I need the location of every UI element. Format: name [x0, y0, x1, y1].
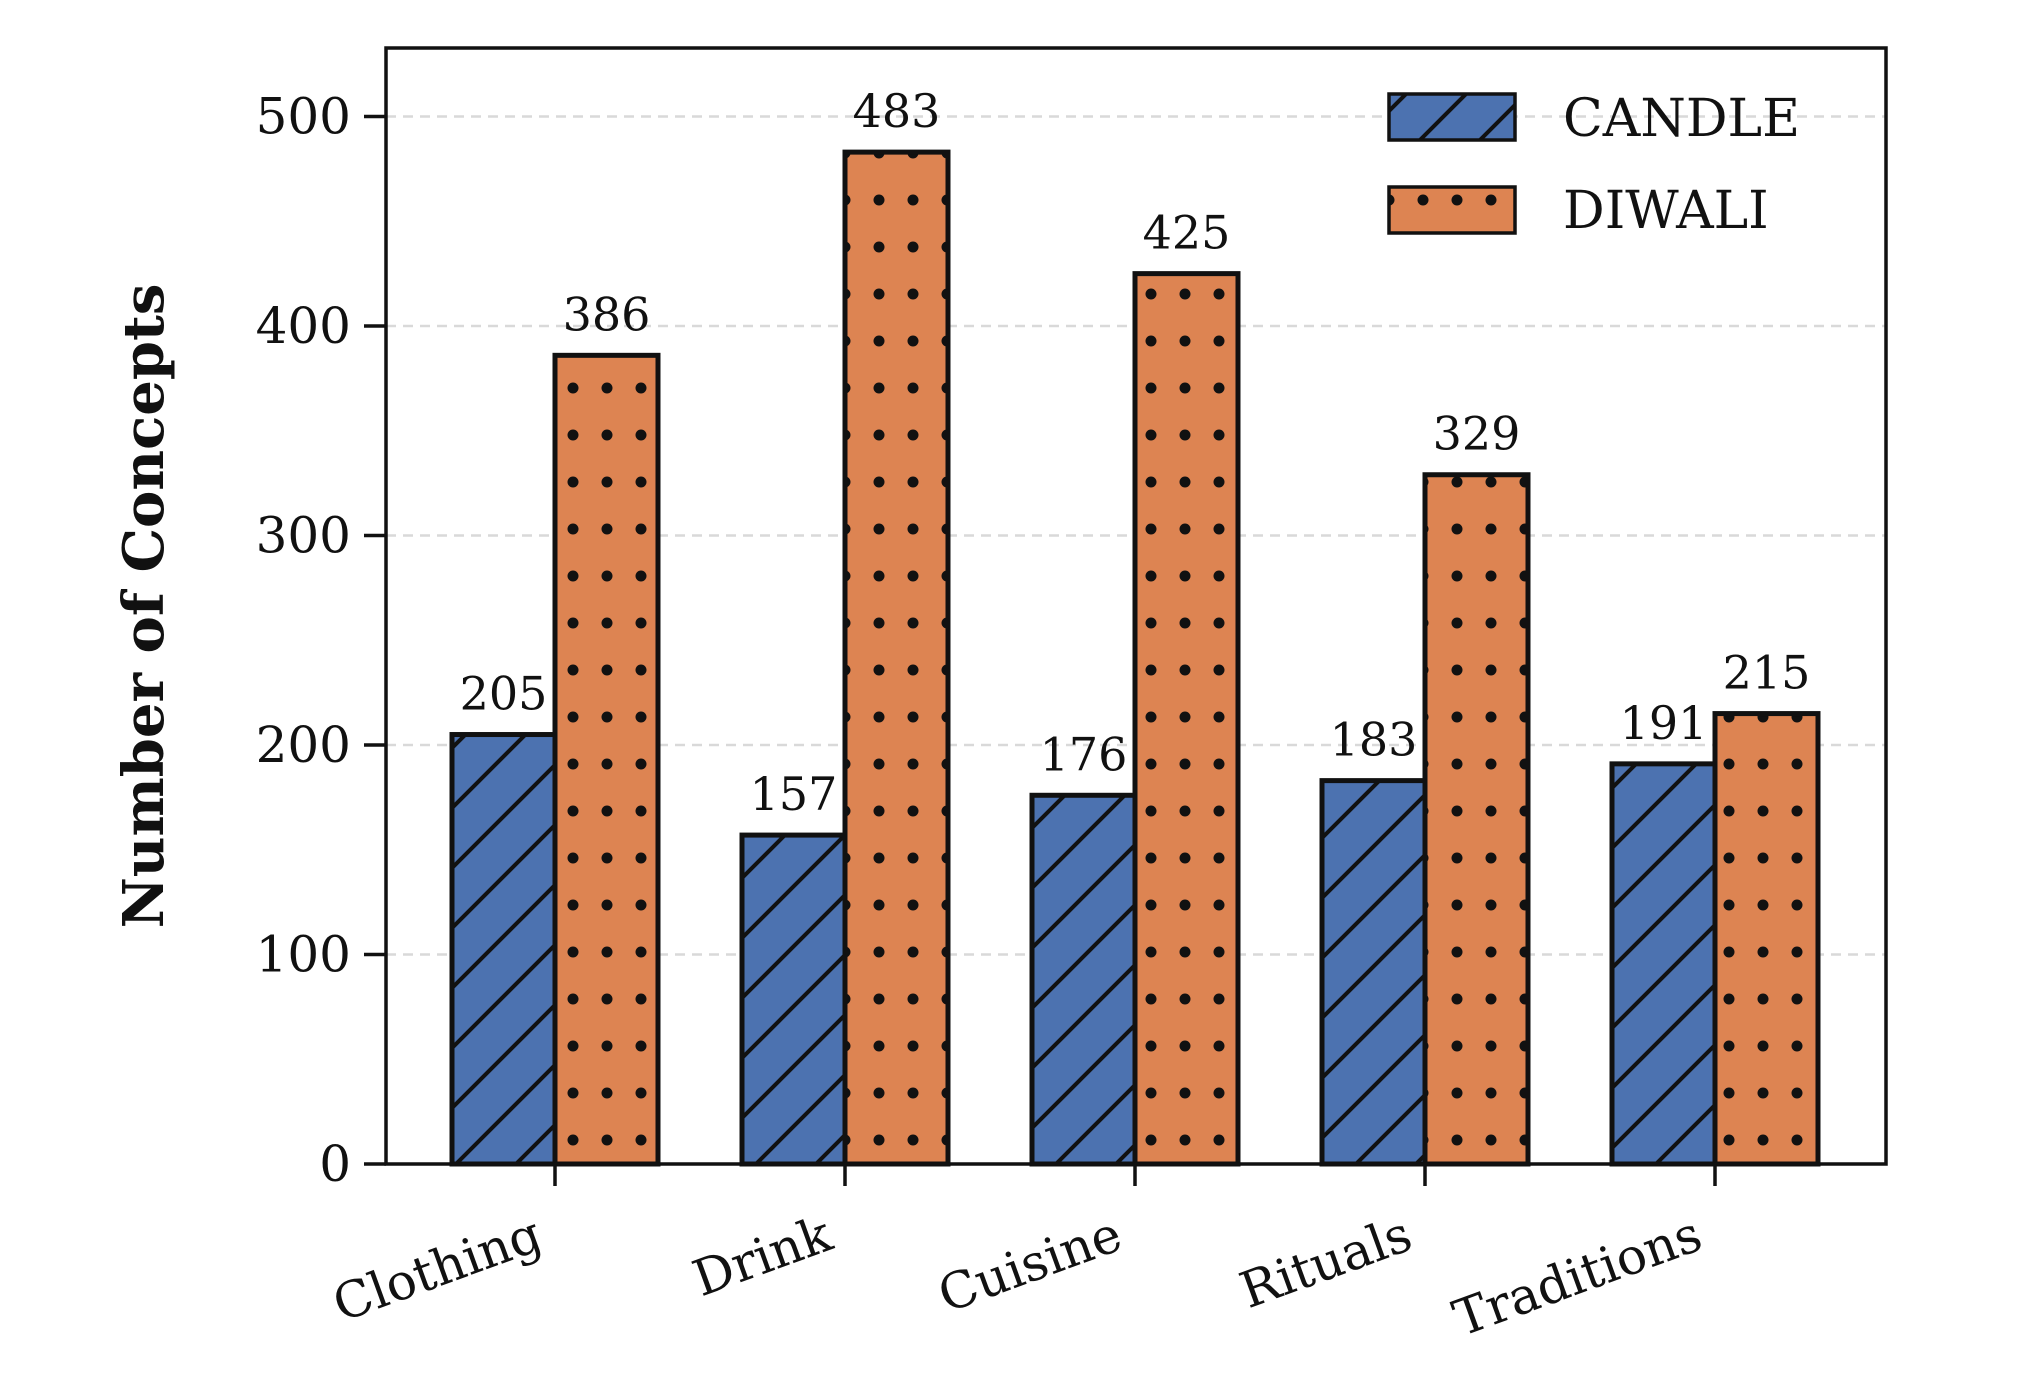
bar-candle-drink — [739, 832, 848, 1167]
value-label: 191 — [1620, 696, 1708, 750]
y-tick-label: 200 — [256, 716, 351, 774]
y-tick-label: 500 — [256, 88, 351, 146]
bars — [449, 149, 1821, 1167]
value-label: 483 — [853, 84, 941, 138]
x-tick-label: Cuisine — [931, 1205, 1129, 1324]
legend-swatch-diwali — [1387, 185, 1517, 235]
value-label: 386 — [563, 287, 651, 341]
y-tick-label: 400 — [256, 297, 351, 355]
bar-diwali-rituals — [1422, 472, 1531, 1167]
y-tick-label: 300 — [256, 507, 351, 565]
x-axis: Clothing Drink Cuisine Rituals Traditions — [325, 1164, 1717, 1348]
y-axis: 0 100 200 300 400 500 — [256, 88, 386, 1193]
legend-label-candle: CANDLE — [1563, 89, 1800, 149]
value-label: 425 — [1143, 206, 1231, 260]
bar-diwali-cuisine — [1132, 271, 1241, 1167]
value-labels: 205 386 157 483 176 425 183 329 191 215 — [460, 84, 1811, 821]
value-label: 183 — [1330, 713, 1418, 767]
legend: CANDLE DIWALI — [1387, 89, 1800, 241]
y-tick-label: 100 — [256, 926, 351, 984]
bar-candle-cuisine — [1029, 792, 1138, 1167]
value-label: 205 — [460, 667, 548, 721]
value-label: 176 — [1040, 727, 1128, 781]
bar-diwali-clothing — [552, 352, 661, 1167]
value-label: 329 — [1433, 407, 1521, 461]
bar-diwali-traditions — [1712, 711, 1821, 1167]
x-tick-label: Traditions — [1446, 1205, 1709, 1348]
bar-candle-clothing — [449, 732, 558, 1167]
y-tick-label: 0 — [319, 1135, 351, 1193]
x-tick-label: Drink — [685, 1205, 839, 1308]
legend-label-diwali: DIWALI — [1563, 181, 1769, 241]
value-label: 215 — [1723, 646, 1811, 700]
x-tick-label: Rituals — [1233, 1205, 1420, 1320]
value-label: 157 — [750, 767, 838, 821]
x-tick-label: Clothing — [325, 1205, 549, 1334]
y-axis-title: Number of Concepts — [111, 284, 177, 929]
bar-candle-rituals — [1319, 778, 1428, 1167]
bar-candle-traditions — [1609, 761, 1718, 1167]
bar-diwali-drink — [842, 149, 951, 1167]
legend-swatch-candle — [1387, 92, 1517, 142]
